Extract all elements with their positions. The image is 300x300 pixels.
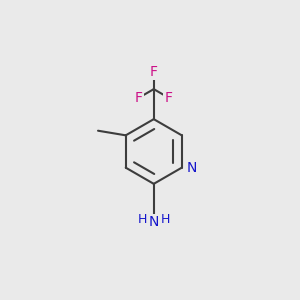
Text: H: H [137, 213, 147, 226]
Text: F: F [150, 65, 158, 79]
Text: H: H [160, 213, 170, 226]
Text: N: N [187, 161, 197, 175]
Text: F: F [135, 91, 143, 105]
Text: N: N [148, 215, 159, 229]
Text: F: F [165, 91, 173, 105]
